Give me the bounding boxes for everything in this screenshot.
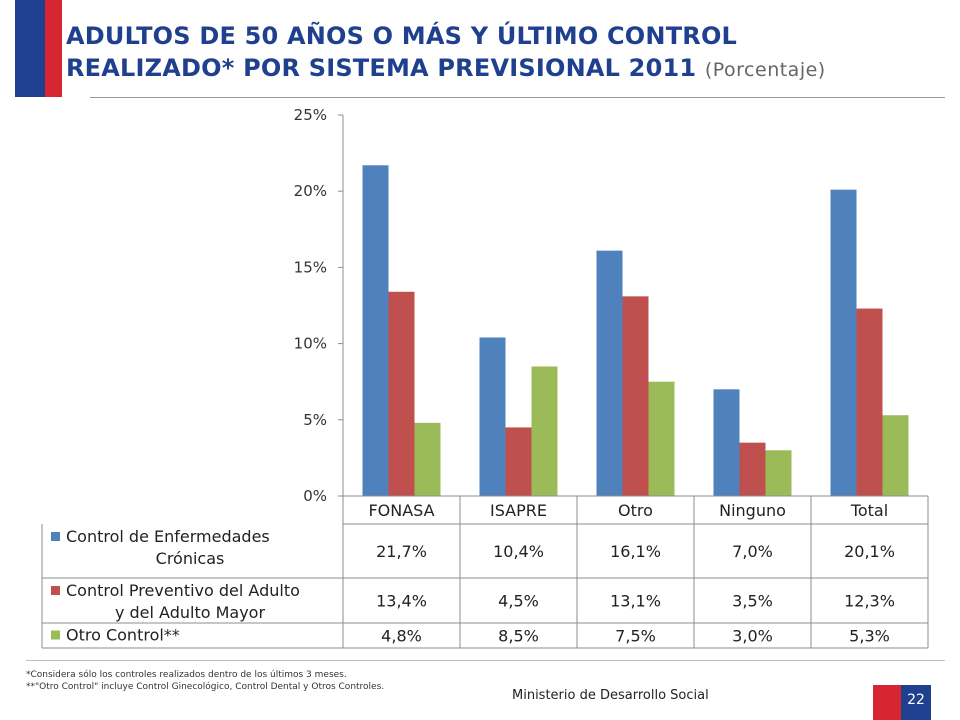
page-badge-red bbox=[873, 685, 901, 720]
bar bbox=[739, 442, 766, 496]
data-label: 4,5% bbox=[498, 592, 539, 611]
series-name-label: y del Adulto Mayor bbox=[115, 603, 266, 622]
series-name-label: Control de Enfermedades bbox=[66, 527, 270, 546]
category-label: ISAPRE bbox=[490, 501, 547, 520]
title-line-1: ADULTOS DE 50 AÑOS O MÁS Y ÚLTIMO CONTRO… bbox=[66, 22, 738, 50]
legend-key bbox=[51, 630, 60, 640]
category-label: Otro bbox=[618, 501, 653, 520]
footnote-1: *Considera sólo los controles realizados… bbox=[26, 670, 347, 680]
data-label: 12,3% bbox=[844, 592, 895, 611]
data-label: 13,4% bbox=[376, 592, 427, 611]
bar bbox=[830, 189, 857, 496]
flag-blue-stripe bbox=[15, 0, 45, 97]
y-tick-label: 0% bbox=[303, 487, 327, 505]
category-label: FONASA bbox=[368, 501, 434, 520]
bar bbox=[713, 389, 740, 496]
bar bbox=[388, 291, 415, 496]
bar bbox=[362, 165, 389, 497]
data-label: 5,3% bbox=[849, 627, 890, 646]
bar bbox=[856, 308, 883, 496]
data-label: 7,0% bbox=[732, 542, 773, 561]
legend-key bbox=[51, 586, 60, 595]
data-label: 21,7% bbox=[376, 542, 427, 561]
page-badge-blue bbox=[901, 685, 931, 720]
bar bbox=[414, 422, 441, 496]
data-label: 3,5% bbox=[732, 592, 773, 611]
data-label: 3,0% bbox=[732, 627, 773, 646]
page-number: 22 bbox=[907, 692, 925, 708]
data-label: 4,8% bbox=[381, 627, 422, 646]
title-divider bbox=[90, 97, 945, 98]
series-name-label: Otro Control** bbox=[66, 626, 180, 645]
bar bbox=[765, 450, 792, 496]
y-tick-label: 15% bbox=[294, 258, 327, 276]
title-line-2: REALIZADO* POR SISTEMA PREVISIONAL 2011 bbox=[66, 54, 697, 82]
title-subtitle: (Porcentaje) bbox=[704, 59, 826, 81]
page-title: ADULTOS DE 50 AÑOS O MÁS Y ÚLTIMO CONTRO… bbox=[66, 20, 946, 86]
ministry-name: Ministerio de Desarrollo Social bbox=[512, 688, 709, 703]
bar bbox=[479, 337, 506, 496]
series-name-label: Control Preventivo del Adulto bbox=[66, 581, 300, 600]
legend-key bbox=[51, 532, 60, 541]
y-tick-label: 20% bbox=[294, 182, 327, 200]
y-tick-label: 25% bbox=[294, 106, 327, 124]
data-label: 8,5% bbox=[498, 627, 539, 646]
footer-divider bbox=[26, 660, 945, 661]
bar bbox=[596, 250, 623, 496]
footnotes: *Considera sólo los controles realizados… bbox=[26, 669, 384, 693]
category-label: Ninguno bbox=[719, 501, 786, 520]
bar bbox=[622, 296, 649, 496]
y-tick-label: 5% bbox=[303, 411, 327, 429]
footnote-2: **"Otro Control" incluye Control Ginecol… bbox=[26, 682, 385, 692]
data-label: 16,1% bbox=[610, 542, 661, 561]
bar bbox=[505, 427, 532, 496]
data-label: 20,1% bbox=[844, 542, 895, 561]
flag-red-stripe bbox=[45, 0, 62, 97]
bar bbox=[882, 415, 909, 496]
data-label: 10,4% bbox=[493, 542, 544, 561]
y-tick-label: 10% bbox=[294, 335, 327, 353]
series-name-label: Crónicas bbox=[156, 549, 225, 568]
bar bbox=[531, 366, 558, 496]
category-label: Total bbox=[850, 501, 888, 520]
data-label: 13,1% bbox=[610, 592, 661, 611]
data-label: 7,5% bbox=[615, 627, 656, 646]
bar bbox=[648, 381, 675, 496]
